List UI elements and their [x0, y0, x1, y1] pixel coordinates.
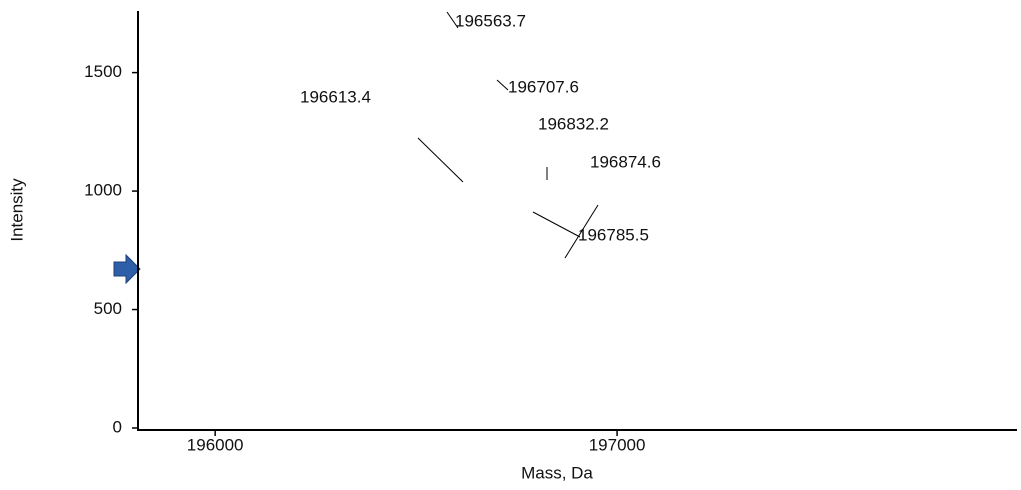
y-tick-label: 1500	[84, 62, 122, 81]
leader-line	[532, 211, 581, 238]
leader-line	[564, 204, 599, 259]
x-tick-label: 197000	[589, 435, 646, 454]
peak-label: 196874.6	[590, 152, 661, 171]
peak-label: 196832.2	[538, 114, 609, 133]
y-tick-label: 1000	[84, 181, 122, 200]
peak-label: 196613.4	[300, 87, 371, 106]
leader-line	[496, 79, 509, 91]
x-tick-label: 196000	[187, 435, 244, 454]
peak-label: 196707.6	[508, 77, 579, 96]
peak-label: 196563.7	[455, 11, 526, 30]
peak-label: 196785.5	[578, 225, 649, 244]
leader-line	[417, 137, 464, 183]
y-tick-label: 500	[94, 299, 122, 318]
x-axis-label: Mass, Da	[521, 463, 593, 482]
marker-arrow	[113, 253, 141, 285]
y-tick-label: 0	[113, 417, 122, 436]
y-axis-label: Intensity	[7, 178, 26, 242]
leader-line	[446, 11, 459, 29]
